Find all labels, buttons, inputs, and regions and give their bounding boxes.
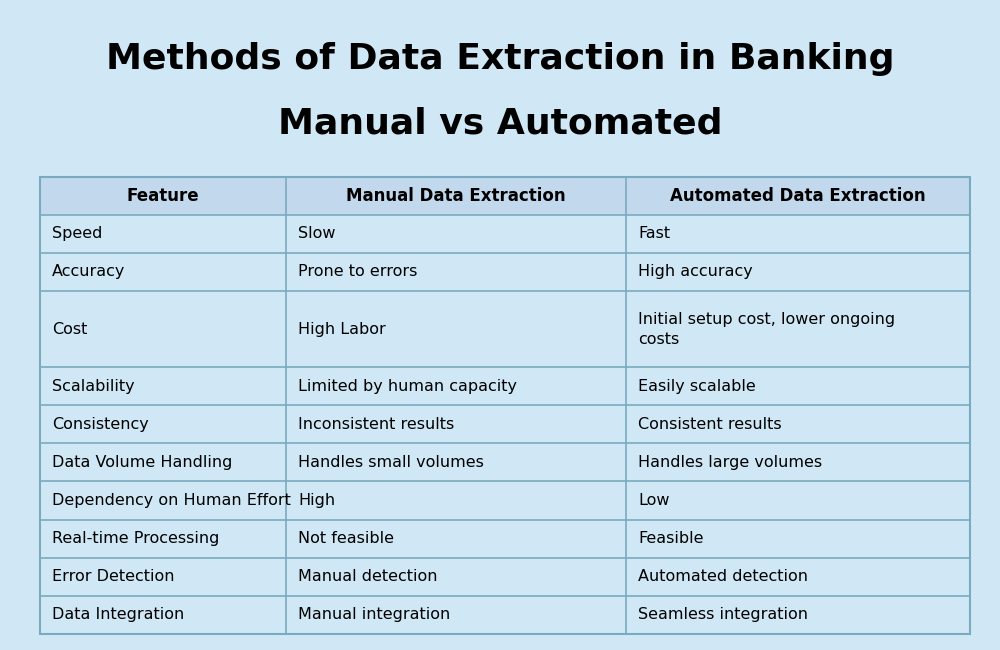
Text: Speed: Speed xyxy=(52,226,102,241)
Text: Fast: Fast xyxy=(638,226,670,241)
Text: Initial setup cost, lower ongoing
costs: Initial setup cost, lower ongoing costs xyxy=(638,312,895,346)
Bar xyxy=(40,482,970,519)
Text: Feasible: Feasible xyxy=(638,531,703,546)
Text: Cost: Cost xyxy=(52,322,87,337)
Text: High: High xyxy=(298,493,336,508)
Bar xyxy=(40,367,970,406)
Text: Consistent results: Consistent results xyxy=(638,417,782,432)
Text: Automated detection: Automated detection xyxy=(638,569,808,584)
Text: Low: Low xyxy=(638,493,669,508)
Text: Seamless integration: Seamless integration xyxy=(638,607,808,622)
Text: Dependency on Human Effort: Dependency on Human Effort xyxy=(52,493,291,508)
Text: Manual vs Automated: Manual vs Automated xyxy=(278,107,722,140)
Text: Data Integration: Data Integration xyxy=(52,607,184,622)
Text: Handles small volumes: Handles small volumes xyxy=(298,455,484,470)
Text: Methods of Data Extraction in Banking: Methods of Data Extraction in Banking xyxy=(106,42,894,75)
Text: Accuracy: Accuracy xyxy=(52,265,125,279)
Text: Automated Data Extraction: Automated Data Extraction xyxy=(670,187,926,205)
Bar xyxy=(40,177,970,634)
Text: Slow: Slow xyxy=(298,226,336,241)
Text: Handles large volumes: Handles large volumes xyxy=(638,455,822,470)
Bar xyxy=(40,253,970,291)
Bar xyxy=(40,443,970,482)
Text: Data Volume Handling: Data Volume Handling xyxy=(52,455,232,470)
Text: Feature: Feature xyxy=(127,187,200,205)
Bar xyxy=(40,291,970,367)
Bar xyxy=(40,558,970,595)
Text: Easily scalable: Easily scalable xyxy=(638,379,756,394)
Text: Prone to errors: Prone to errors xyxy=(298,265,418,279)
Text: Error Detection: Error Detection xyxy=(52,569,175,584)
Bar xyxy=(40,519,970,558)
Text: Manual Data Extraction: Manual Data Extraction xyxy=(346,187,566,205)
Text: Inconsistent results: Inconsistent results xyxy=(298,417,455,432)
Text: High Labor: High Labor xyxy=(298,322,386,337)
Text: Manual integration: Manual integration xyxy=(298,607,451,622)
Bar xyxy=(40,215,970,253)
Text: Scalability: Scalability xyxy=(52,379,135,394)
Text: Manual detection: Manual detection xyxy=(298,569,438,584)
Bar xyxy=(40,406,970,443)
Text: Consistency: Consistency xyxy=(52,417,149,432)
Text: High accuracy: High accuracy xyxy=(638,265,753,279)
Bar xyxy=(40,595,970,634)
Bar xyxy=(40,177,970,215)
Text: Limited by human capacity: Limited by human capacity xyxy=(298,379,517,394)
Text: Real-time Processing: Real-time Processing xyxy=(52,531,219,546)
Text: Not feasible: Not feasible xyxy=(298,531,394,546)
